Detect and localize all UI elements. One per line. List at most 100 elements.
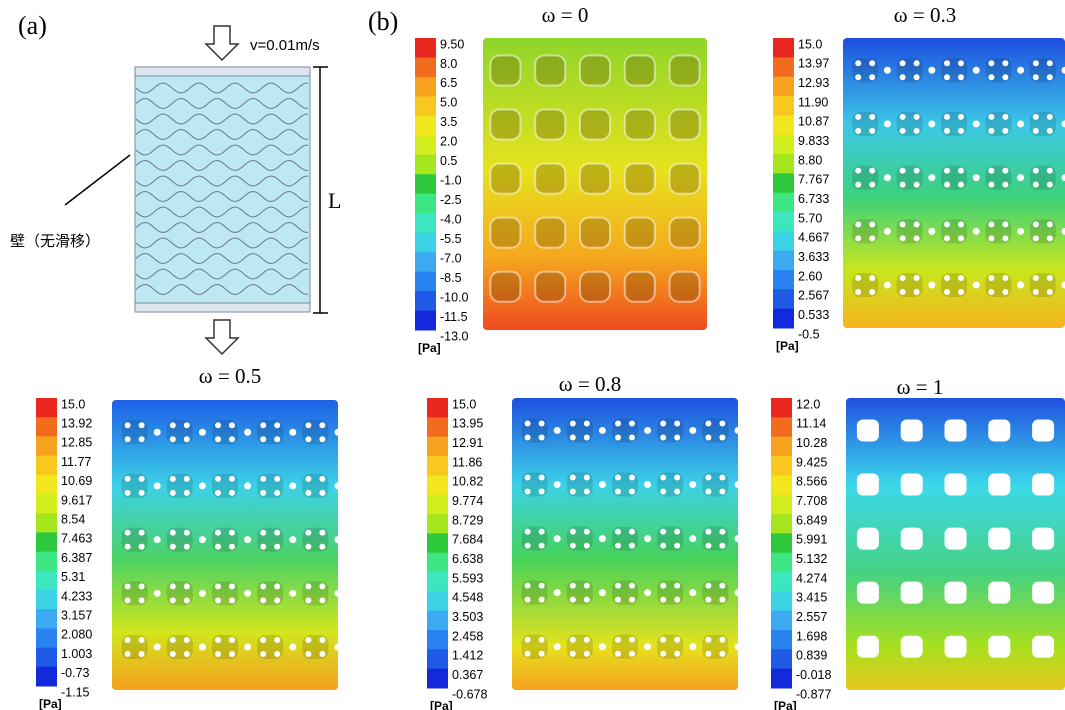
colorbar-cell [771, 398, 792, 418]
pore [958, 275, 964, 281]
pore [539, 420, 545, 426]
colorbar-label: 5.991 [796, 533, 827, 547]
pore [580, 164, 610, 194]
colorbar-label: 2.557 [796, 610, 827, 624]
pore [670, 164, 700, 194]
pore [901, 528, 923, 550]
pore [719, 489, 725, 495]
colorbar-cell [773, 289, 794, 309]
pore [215, 490, 221, 496]
pore [170, 422, 176, 428]
colorbar-label: 12.85 [61, 436, 92, 450]
pore [705, 597, 711, 603]
pore [644, 427, 651, 434]
pore [735, 643, 742, 650]
pore [1033, 128, 1039, 134]
pore [1032, 582, 1054, 604]
pore [554, 481, 561, 488]
pore [855, 60, 861, 66]
pore [525, 543, 531, 549]
pore [689, 589, 696, 596]
colorbar-label: 1.412 [452, 649, 483, 663]
pore [229, 597, 235, 603]
unit-label: [Pa] [774, 699, 797, 710]
pore [260, 530, 266, 536]
pore [335, 429, 342, 436]
pore [735, 481, 742, 488]
colorbar-label: -13.0 [440, 329, 469, 343]
pore [599, 535, 606, 542]
pore [525, 420, 531, 426]
pore [660, 475, 666, 481]
wall-pointer [65, 155, 130, 205]
pore [184, 597, 190, 603]
colorbar-cell [427, 553, 448, 573]
pore [125, 583, 131, 589]
colorbar-label: 13.95 [452, 417, 483, 431]
pore [629, 597, 635, 603]
pore [570, 543, 576, 549]
pore [705, 529, 711, 535]
pore [274, 583, 280, 589]
pore [945, 474, 967, 496]
plot-title: ω = 0 [542, 3, 589, 27]
colorbar-cell [36, 436, 57, 456]
pore [629, 475, 635, 481]
colorbar-cell [427, 514, 448, 534]
pore [855, 289, 861, 295]
pore [900, 60, 906, 66]
colorbar-cell [36, 667, 57, 687]
colorbar-label: 8.80 [798, 153, 822, 167]
pore [539, 583, 545, 589]
pore [215, 530, 221, 536]
pore [260, 436, 266, 442]
pore [735, 589, 742, 596]
pore [525, 434, 531, 440]
panel-label: (b) [368, 7, 398, 36]
pore [580, 272, 610, 302]
colorbar-label: 12.0 [796, 397, 820, 411]
colorbar-cell [771, 591, 792, 611]
plot-title: ω = 0.3 [894, 3, 956, 27]
pore [260, 490, 266, 496]
pore [958, 182, 964, 188]
pore [615, 434, 621, 440]
pore [1032, 636, 1054, 658]
pore [580, 110, 610, 140]
pore [184, 583, 190, 589]
colorbar-cell [36, 609, 57, 629]
pore [674, 651, 680, 657]
pore [1032, 474, 1054, 496]
colorbar-cell [36, 552, 57, 572]
colorbar-label: 12.93 [798, 76, 829, 90]
colorbar-label: -0.877 [796, 687, 831, 701]
pore [170, 544, 176, 550]
pore [674, 637, 680, 643]
pore [125, 651, 131, 657]
colorbar-cell [415, 57, 436, 77]
pore [1002, 289, 1008, 295]
pore [1033, 289, 1039, 295]
colorbar-label: 5.70 [798, 211, 822, 225]
pore [170, 583, 176, 589]
pore [944, 275, 950, 281]
colorbar-label: 10.82 [452, 475, 483, 489]
pore [660, 489, 666, 495]
pore [305, 490, 311, 496]
pore [584, 583, 590, 589]
pore [857, 582, 879, 604]
pore [884, 67, 891, 74]
pore [705, 489, 711, 495]
pore [1033, 74, 1039, 80]
pore [719, 651, 725, 657]
colorbar-label: 6.849 [796, 513, 827, 527]
colorbar-label: 10.69 [61, 474, 92, 488]
pore [1002, 114, 1008, 120]
pore [525, 475, 531, 481]
pore [154, 429, 161, 436]
pore [958, 168, 964, 174]
figure: (a) v=0.01m/s L 壁（无滑移） (b) ω = 09.508.06… [0, 0, 1065, 710]
pore [319, 490, 325, 496]
pore [869, 74, 875, 80]
pore [719, 543, 725, 549]
